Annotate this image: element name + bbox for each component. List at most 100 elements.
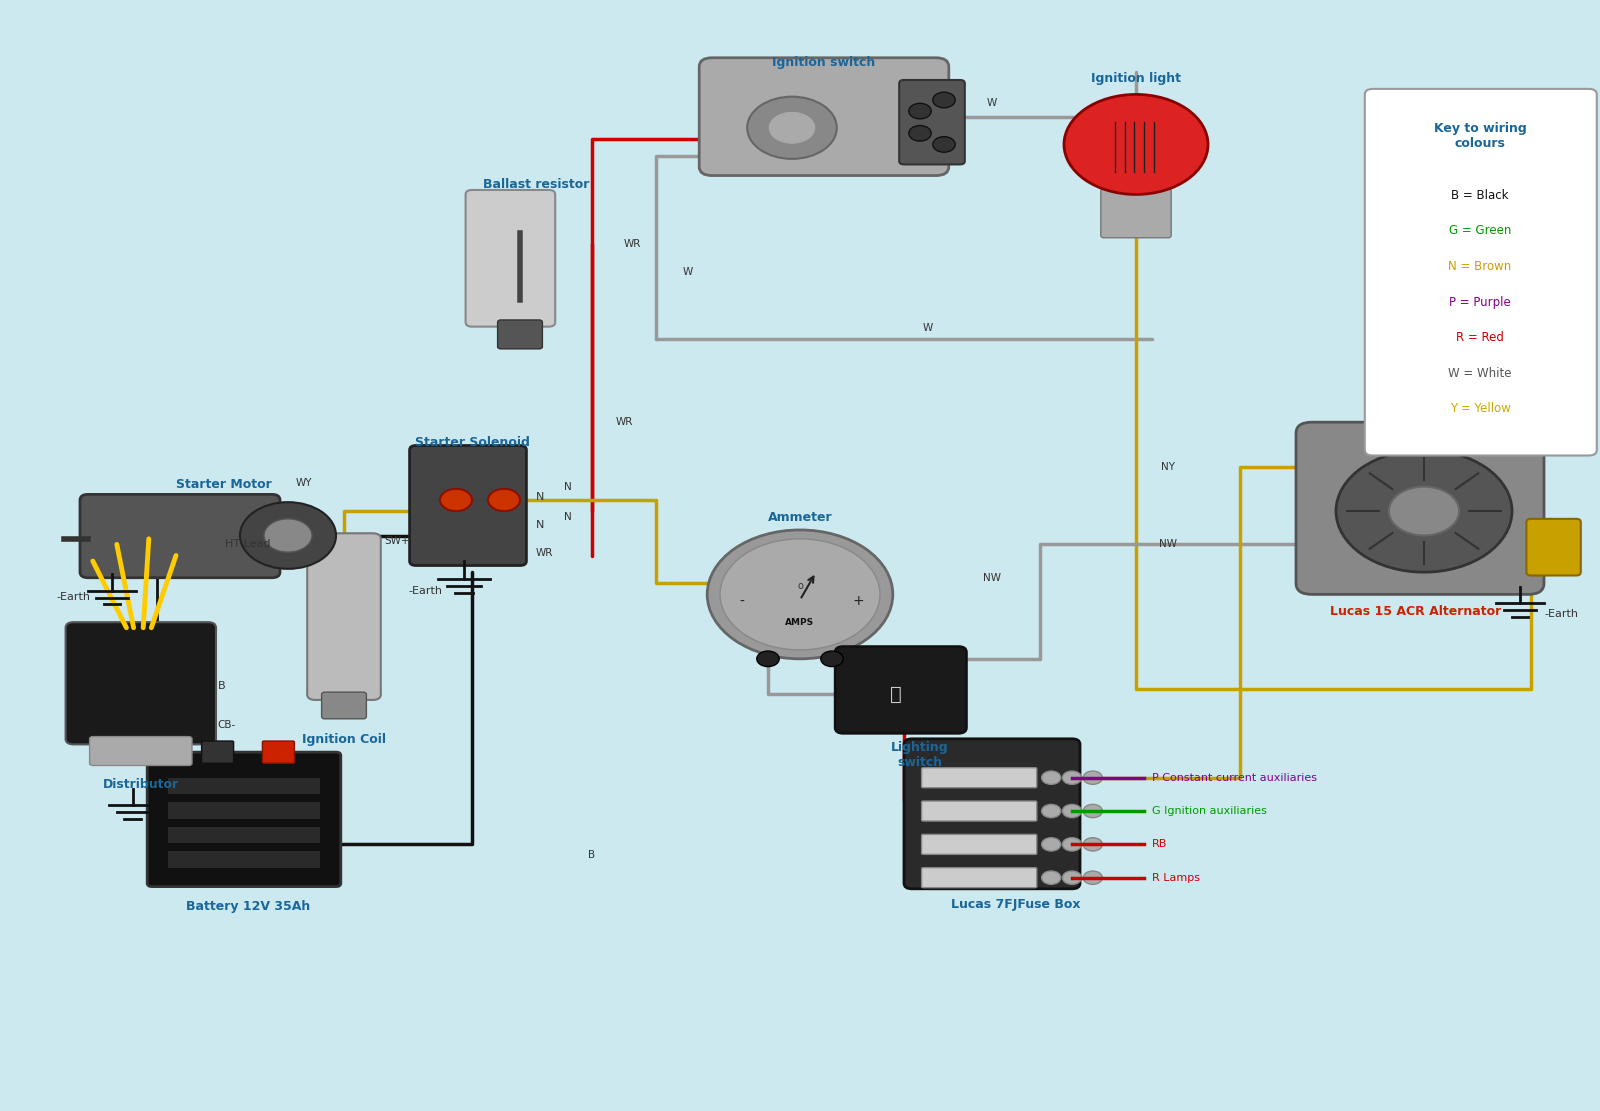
FancyBboxPatch shape — [66, 622, 216, 744]
Circle shape — [1042, 838, 1061, 851]
FancyBboxPatch shape — [922, 868, 1037, 888]
Circle shape — [768, 111, 816, 144]
Circle shape — [720, 539, 880, 650]
Text: N: N — [565, 481, 571, 492]
Text: G Ignition auxiliaries: G Ignition auxiliaries — [1152, 805, 1267, 817]
FancyBboxPatch shape — [1296, 422, 1544, 594]
Text: o: o — [797, 581, 803, 591]
Circle shape — [707, 530, 893, 659]
FancyBboxPatch shape — [262, 741, 294, 763]
FancyBboxPatch shape — [1526, 519, 1581, 575]
FancyBboxPatch shape — [922, 801, 1037, 821]
Text: AMPS: AMPS — [786, 618, 814, 627]
Text: B: B — [589, 850, 595, 861]
FancyBboxPatch shape — [168, 778, 320, 794]
FancyBboxPatch shape — [498, 320, 542, 349]
Circle shape — [1083, 804, 1102, 818]
Text: R = Red: R = Red — [1456, 331, 1504, 344]
Circle shape — [747, 97, 837, 159]
FancyBboxPatch shape — [307, 533, 381, 700]
Text: Y = Yellow: Y = Yellow — [1450, 402, 1510, 416]
Text: Key to wiring
colours: Key to wiring colours — [1434, 122, 1526, 150]
Text: R Lamps: R Lamps — [1152, 872, 1200, 883]
FancyBboxPatch shape — [410, 446, 526, 565]
Text: Starter Solenoid: Starter Solenoid — [414, 436, 530, 449]
Text: P Constant current auxiliaries: P Constant current auxiliaries — [1152, 772, 1317, 783]
Circle shape — [1062, 771, 1082, 784]
FancyBboxPatch shape — [168, 851, 320, 868]
FancyBboxPatch shape — [835, 647, 966, 733]
Text: W: W — [683, 267, 693, 278]
FancyBboxPatch shape — [904, 739, 1080, 889]
Circle shape — [1042, 804, 1061, 818]
FancyBboxPatch shape — [322, 692, 366, 719]
Circle shape — [757, 651, 779, 667]
Circle shape — [264, 519, 312, 552]
Circle shape — [1389, 487, 1459, 536]
FancyBboxPatch shape — [466, 190, 555, 327]
Circle shape — [821, 651, 843, 667]
Text: NW: NW — [1158, 539, 1178, 550]
Text: Ammeter: Ammeter — [768, 511, 832, 524]
FancyBboxPatch shape — [168, 827, 320, 843]
Text: NW: NW — [982, 572, 1002, 583]
Text: RB: RB — [1152, 839, 1168, 850]
FancyBboxPatch shape — [699, 58, 949, 176]
Text: -Earth: -Earth — [1544, 609, 1578, 619]
Circle shape — [488, 489, 520, 511]
FancyBboxPatch shape — [168, 802, 320, 819]
Text: +: + — [853, 594, 864, 609]
Text: B = Black: B = Black — [1451, 189, 1509, 202]
Circle shape — [909, 126, 931, 141]
Text: HT Lead: HT Lead — [226, 539, 270, 550]
FancyBboxPatch shape — [147, 752, 341, 887]
FancyBboxPatch shape — [1101, 189, 1171, 238]
Text: G = Green: G = Green — [1450, 224, 1510, 238]
Text: W: W — [923, 322, 933, 333]
Text: W = White: W = White — [1448, 367, 1512, 380]
Text: W: W — [987, 98, 997, 109]
Text: B: B — [218, 681, 226, 691]
Text: Ballast resistor: Ballast resistor — [483, 178, 589, 191]
Text: Ignition Coil: Ignition Coil — [302, 733, 386, 747]
Text: WR: WR — [536, 548, 554, 558]
Text: P = Purple: P = Purple — [1450, 296, 1510, 309]
Text: NY: NY — [1162, 461, 1174, 472]
Text: Lucas 15 ACR Alternator: Lucas 15 ACR Alternator — [1330, 605, 1502, 619]
Text: CB-: CB- — [218, 720, 235, 730]
Text: -Earth: -Earth — [408, 587, 442, 597]
Text: Ignition switch: Ignition switch — [773, 56, 875, 69]
Text: N = Brown: N = Brown — [1448, 260, 1512, 273]
Circle shape — [1062, 871, 1082, 884]
FancyBboxPatch shape — [899, 80, 965, 164]
FancyBboxPatch shape — [922, 834, 1037, 854]
Circle shape — [1336, 450, 1512, 572]
Circle shape — [1083, 871, 1102, 884]
FancyBboxPatch shape — [922, 768, 1037, 788]
Text: Distributor: Distributor — [102, 778, 179, 791]
Circle shape — [1083, 771, 1102, 784]
Text: WR: WR — [624, 239, 640, 250]
Circle shape — [1062, 838, 1082, 851]
Circle shape — [1042, 871, 1061, 884]
Circle shape — [1042, 771, 1061, 784]
Circle shape — [240, 502, 336, 569]
FancyBboxPatch shape — [202, 741, 234, 763]
Text: 🔆: 🔆 — [890, 684, 902, 704]
Circle shape — [1083, 838, 1102, 851]
Circle shape — [440, 489, 472, 511]
Circle shape — [1062, 804, 1082, 818]
Circle shape — [1064, 94, 1208, 194]
Circle shape — [933, 137, 955, 152]
Text: WY: WY — [296, 478, 312, 489]
Text: N: N — [536, 492, 544, 502]
Text: N: N — [536, 520, 544, 530]
Text: Ignition light: Ignition light — [1091, 72, 1181, 86]
FancyBboxPatch shape — [1365, 89, 1597, 456]
Text: -Earth: -Earth — [56, 592, 90, 602]
Text: Starter Motor: Starter Motor — [176, 478, 272, 491]
FancyBboxPatch shape — [90, 737, 192, 765]
Text: WR: WR — [616, 417, 632, 428]
Text: Lighting
switch: Lighting switch — [891, 741, 949, 769]
FancyBboxPatch shape — [80, 494, 280, 578]
